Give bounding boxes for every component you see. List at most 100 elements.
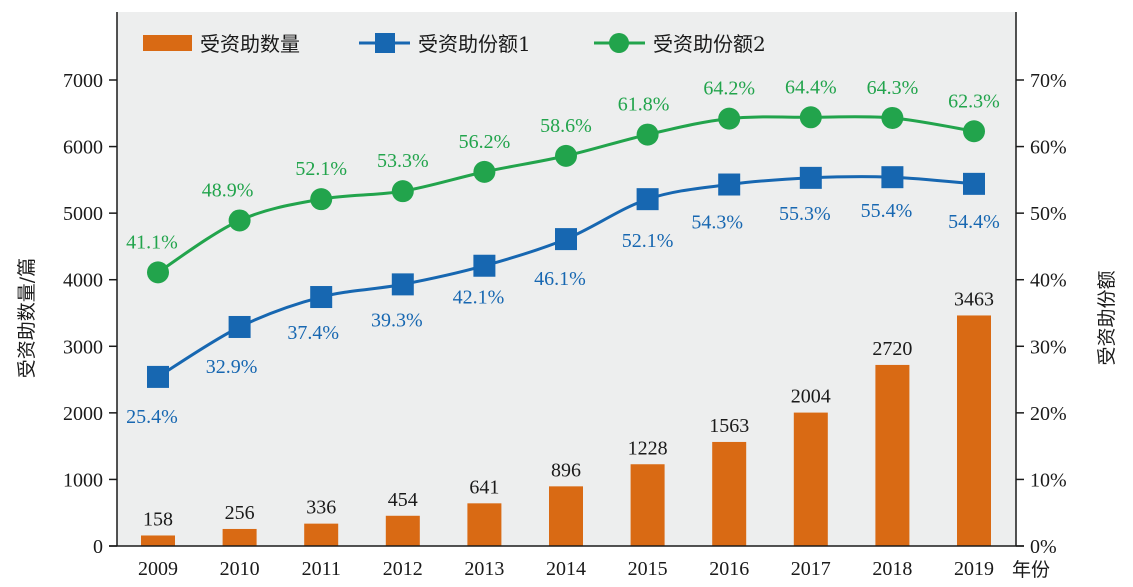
legend: 受资助数量 受资助份额1 受资助份额2: [143, 32, 766, 56]
y-tick-label-right: 20%: [1030, 403, 1067, 425]
x-tick-label-2015: 2015: [628, 558, 668, 580]
data-label-1-2016: 54.3%: [691, 212, 743, 234]
marker-circle-2009: [147, 261, 169, 284]
x-tick-label-2011: 2011: [302, 558, 341, 580]
bar-2012: [385, 515, 420, 546]
bar-2018: [875, 364, 910, 546]
data-label-1-2015: 52.1%: [622, 230, 674, 252]
data-label-2-2009: 41.1%: [126, 231, 178, 253]
data-label-2-2017: 64.4%: [785, 76, 837, 98]
y-tick-label-left: 2000: [63, 403, 103, 425]
bar-label-2010: 256: [225, 502, 255, 524]
marker-circle-2011: [310, 188, 333, 211]
bar-label-2012: 454: [388, 489, 418, 511]
bar-label-2013: 641: [469, 476, 499, 498]
data-label-2-2012: 53.3%: [377, 150, 429, 172]
data-label-1-2019: 54.4%: [948, 211, 1000, 233]
legend-swatch-bar: [143, 35, 192, 51]
bar-2017: [793, 412, 828, 546]
bar-2009: [141, 535, 175, 546]
bar-2010: [222, 528, 257, 546]
data-label-1-2014: 46.1%: [534, 268, 586, 290]
x-axis-title: 年份: [1012, 559, 1050, 581]
legend-marker-square: [375, 33, 395, 53]
bar-2016: [712, 441, 747, 546]
bar-label-2011: 336: [306, 497, 336, 519]
plot-area: [117, 12, 1016, 546]
y-tick-label-right: 10%: [1030, 469, 1067, 491]
marker-square-2010: [228, 315, 251, 338]
bar-2014: [549, 486, 583, 546]
line-series-1: 25.4% 32.9% 37.4% 39.3% 42.1% 46.1% 52.1% 54.3%…: [126, 166, 1000, 428]
bar-label-2014: 896: [551, 459, 581, 481]
x-tick-label-2014: 2014: [546, 558, 586, 580]
bar-label-2015: 1228: [628, 437, 668, 459]
y-tick-label-left: 4000: [63, 270, 103, 292]
bar-label-2018: 2720: [872, 338, 912, 360]
y-tick-label-left: 1000: [63, 469, 103, 491]
line-series-group: 25.4% 32.9% 37.4% 39.3% 42.1% 46.1% 52.1% 54.3%…: [126, 76, 1000, 428]
marker-square-2015: [636, 188, 659, 211]
marker-circle-2014: [555, 144, 577, 167]
data-label-1-2012: 39.3%: [371, 309, 423, 331]
y-tick-label-right: 0%: [1030, 536, 1057, 558]
data-label-1-2017: 55.3%: [779, 203, 831, 225]
data-label-2-2015: 61.8%: [618, 94, 670, 116]
line-series-2: 41.1% 48.9% 52.1% 53.3% 56.2% 58.6% 61.8% 64.2%…: [126, 76, 1000, 284]
data-label-1-2010: 32.9%: [206, 356, 258, 378]
marker-circle-2018: [881, 106, 904, 129]
marker-square-2013: [473, 254, 496, 277]
data-label-1-2013: 42.1%: [453, 287, 505, 309]
y-axis-title-left: 受资助数量/篇: [16, 258, 38, 378]
marker-square-2009: [147, 365, 169, 388]
marker-circle-2016: [718, 107, 741, 130]
y-tick-label-left: 6000: [63, 137, 103, 159]
data-label-2-2016: 64.2%: [703, 78, 755, 100]
marker-circle-2010: [228, 209, 251, 232]
y-axis-title-right: 受资助份额: [1096, 270, 1118, 365]
bar-2015: [630, 464, 665, 546]
bar-2013: [467, 503, 502, 546]
bar-label-2016: 1563: [709, 415, 749, 437]
x-tick-label-2017: 2017: [791, 558, 831, 580]
marker-circle-2019: [963, 120, 985, 143]
bar-label-2009: 158: [143, 508, 173, 530]
bar-label-2017: 2004: [791, 386, 831, 408]
legend-label-2: 受资助份额2: [653, 32, 766, 56]
y-tick-label-right: 60%: [1030, 137, 1067, 159]
marker-square-2012: [391, 273, 414, 296]
y-tick-label-right: 50%: [1030, 203, 1067, 225]
y-tick-label-right: 40%: [1030, 270, 1067, 292]
y-tick-label-right: 70%: [1030, 70, 1067, 92]
bar-2011: [304, 523, 339, 546]
x-tick-label-2018: 2018: [872, 558, 912, 580]
x-tick-label-2019: 2019: [954, 558, 994, 580]
data-label-1-2018: 55.4%: [861, 200, 913, 222]
marker-circle-2013: [473, 160, 496, 183]
data-label-2-2019: 62.3%: [948, 90, 1000, 112]
marker-circle-2017: [799, 106, 822, 129]
legend-marker-circle: [609, 33, 629, 53]
marker-square-2011: [310, 286, 333, 309]
legend-label-1: 受资助份额1: [418, 32, 531, 56]
legend-label-0: 受资助数量: [200, 32, 300, 56]
x-tick-label-2010: 2010: [220, 558, 260, 580]
marker-square-2019: [963, 172, 985, 195]
x-tick-label-2009: 2009: [138, 558, 178, 580]
axes: 0 1000 2000 3000 4000 5000 6000 7000 0% 10% 20% 30%…: [63, 12, 1067, 580]
marker-circle-2015: [636, 123, 659, 146]
data-label-2-2010: 48.9%: [202, 179, 254, 201]
data-label-2-2013: 56.2%: [459, 131, 511, 153]
x-tick-label-2013: 2013: [464, 558, 504, 580]
y-tick-label-left: 0: [93, 536, 103, 558]
bar-label-2019: 3463: [954, 288, 994, 310]
x-tick-label-2012: 2012: [383, 558, 423, 580]
marker-square-2014: [555, 228, 577, 251]
marker-square-2017: [799, 166, 822, 189]
marker-square-2016: [718, 173, 741, 196]
bar-2019: [957, 315, 991, 546]
y-tick-label-left: 5000: [63, 203, 103, 225]
bar-series: 158 256 336 454 641 896 1228 1563 2004 2720 3463: [141, 288, 994, 546]
marker-circle-2012: [391, 180, 414, 203]
